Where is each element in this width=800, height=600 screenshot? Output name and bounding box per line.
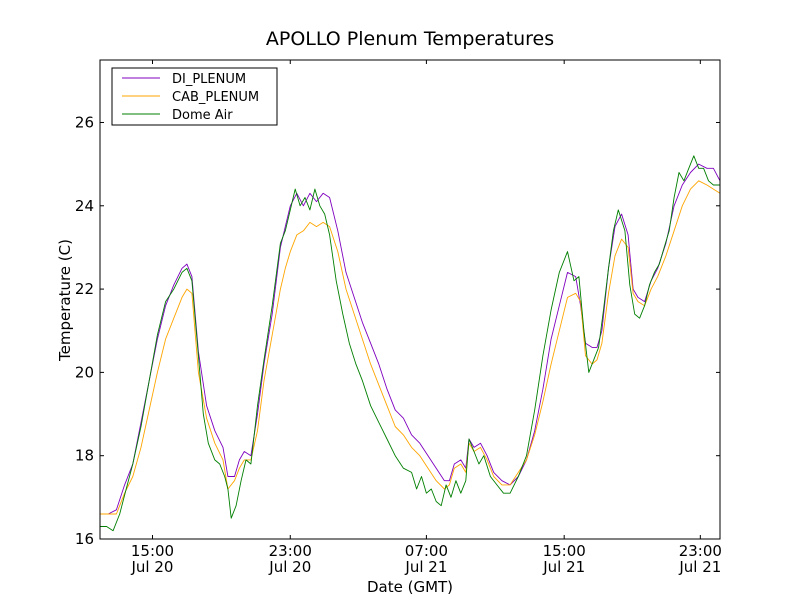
x-tick-date-label: Jul 21 (542, 558, 585, 576)
chart-title: APOLLO Plenum Temperatures (266, 28, 554, 50)
legend: DI_PLENUM CAB_PLENUM Dome Air (111, 67, 278, 126)
y-tick-label: 16 (75, 530, 94, 548)
x-tick-time-label: 23:00 (679, 542, 722, 560)
x-tick-date-label: Jul 20 (131, 558, 174, 576)
x-axis-label: Date (GMT) (367, 578, 453, 596)
legend-label-dome-air: Dome Air (172, 108, 233, 123)
legend-label-di-plenum: DI_PLENUM (172, 72, 246, 87)
series-line-cab-plenum (100, 180, 721, 515)
series-line-dome-air (100, 155, 720, 532)
legend-label-cab-plenum: CAB_PLENUM (172, 90, 259, 105)
y-axis: 16 18 20 22 24 26 (75, 113, 720, 548)
x-tick-time-label: 07:00 (405, 542, 448, 560)
y-tick-label: 20 (75, 363, 94, 381)
y-tick-label: 22 (75, 280, 94, 298)
y-tick-label: 26 (75, 113, 94, 131)
y-axis-label: Temperature (C) (56, 239, 74, 362)
x-tick-date-label: Jul 21 (678, 558, 721, 576)
series-layer (100, 155, 721, 532)
plot-frame (99, 59, 721, 540)
x-tick-time-label: 23:00 (269, 542, 312, 560)
series-line-di-plenum (100, 163, 721, 515)
y-tick-label: 18 (75, 447, 94, 465)
plot-area (100, 60, 720, 539)
x-tick-time-label: 15:00 (543, 542, 586, 560)
x-tick-date-label: Jul 21 (404, 558, 447, 576)
y-tick-label: 24 (75, 197, 94, 215)
x-tick-time-label: 15:00 (131, 542, 174, 560)
x-tick-date-label: Jul 20 (268, 558, 311, 576)
